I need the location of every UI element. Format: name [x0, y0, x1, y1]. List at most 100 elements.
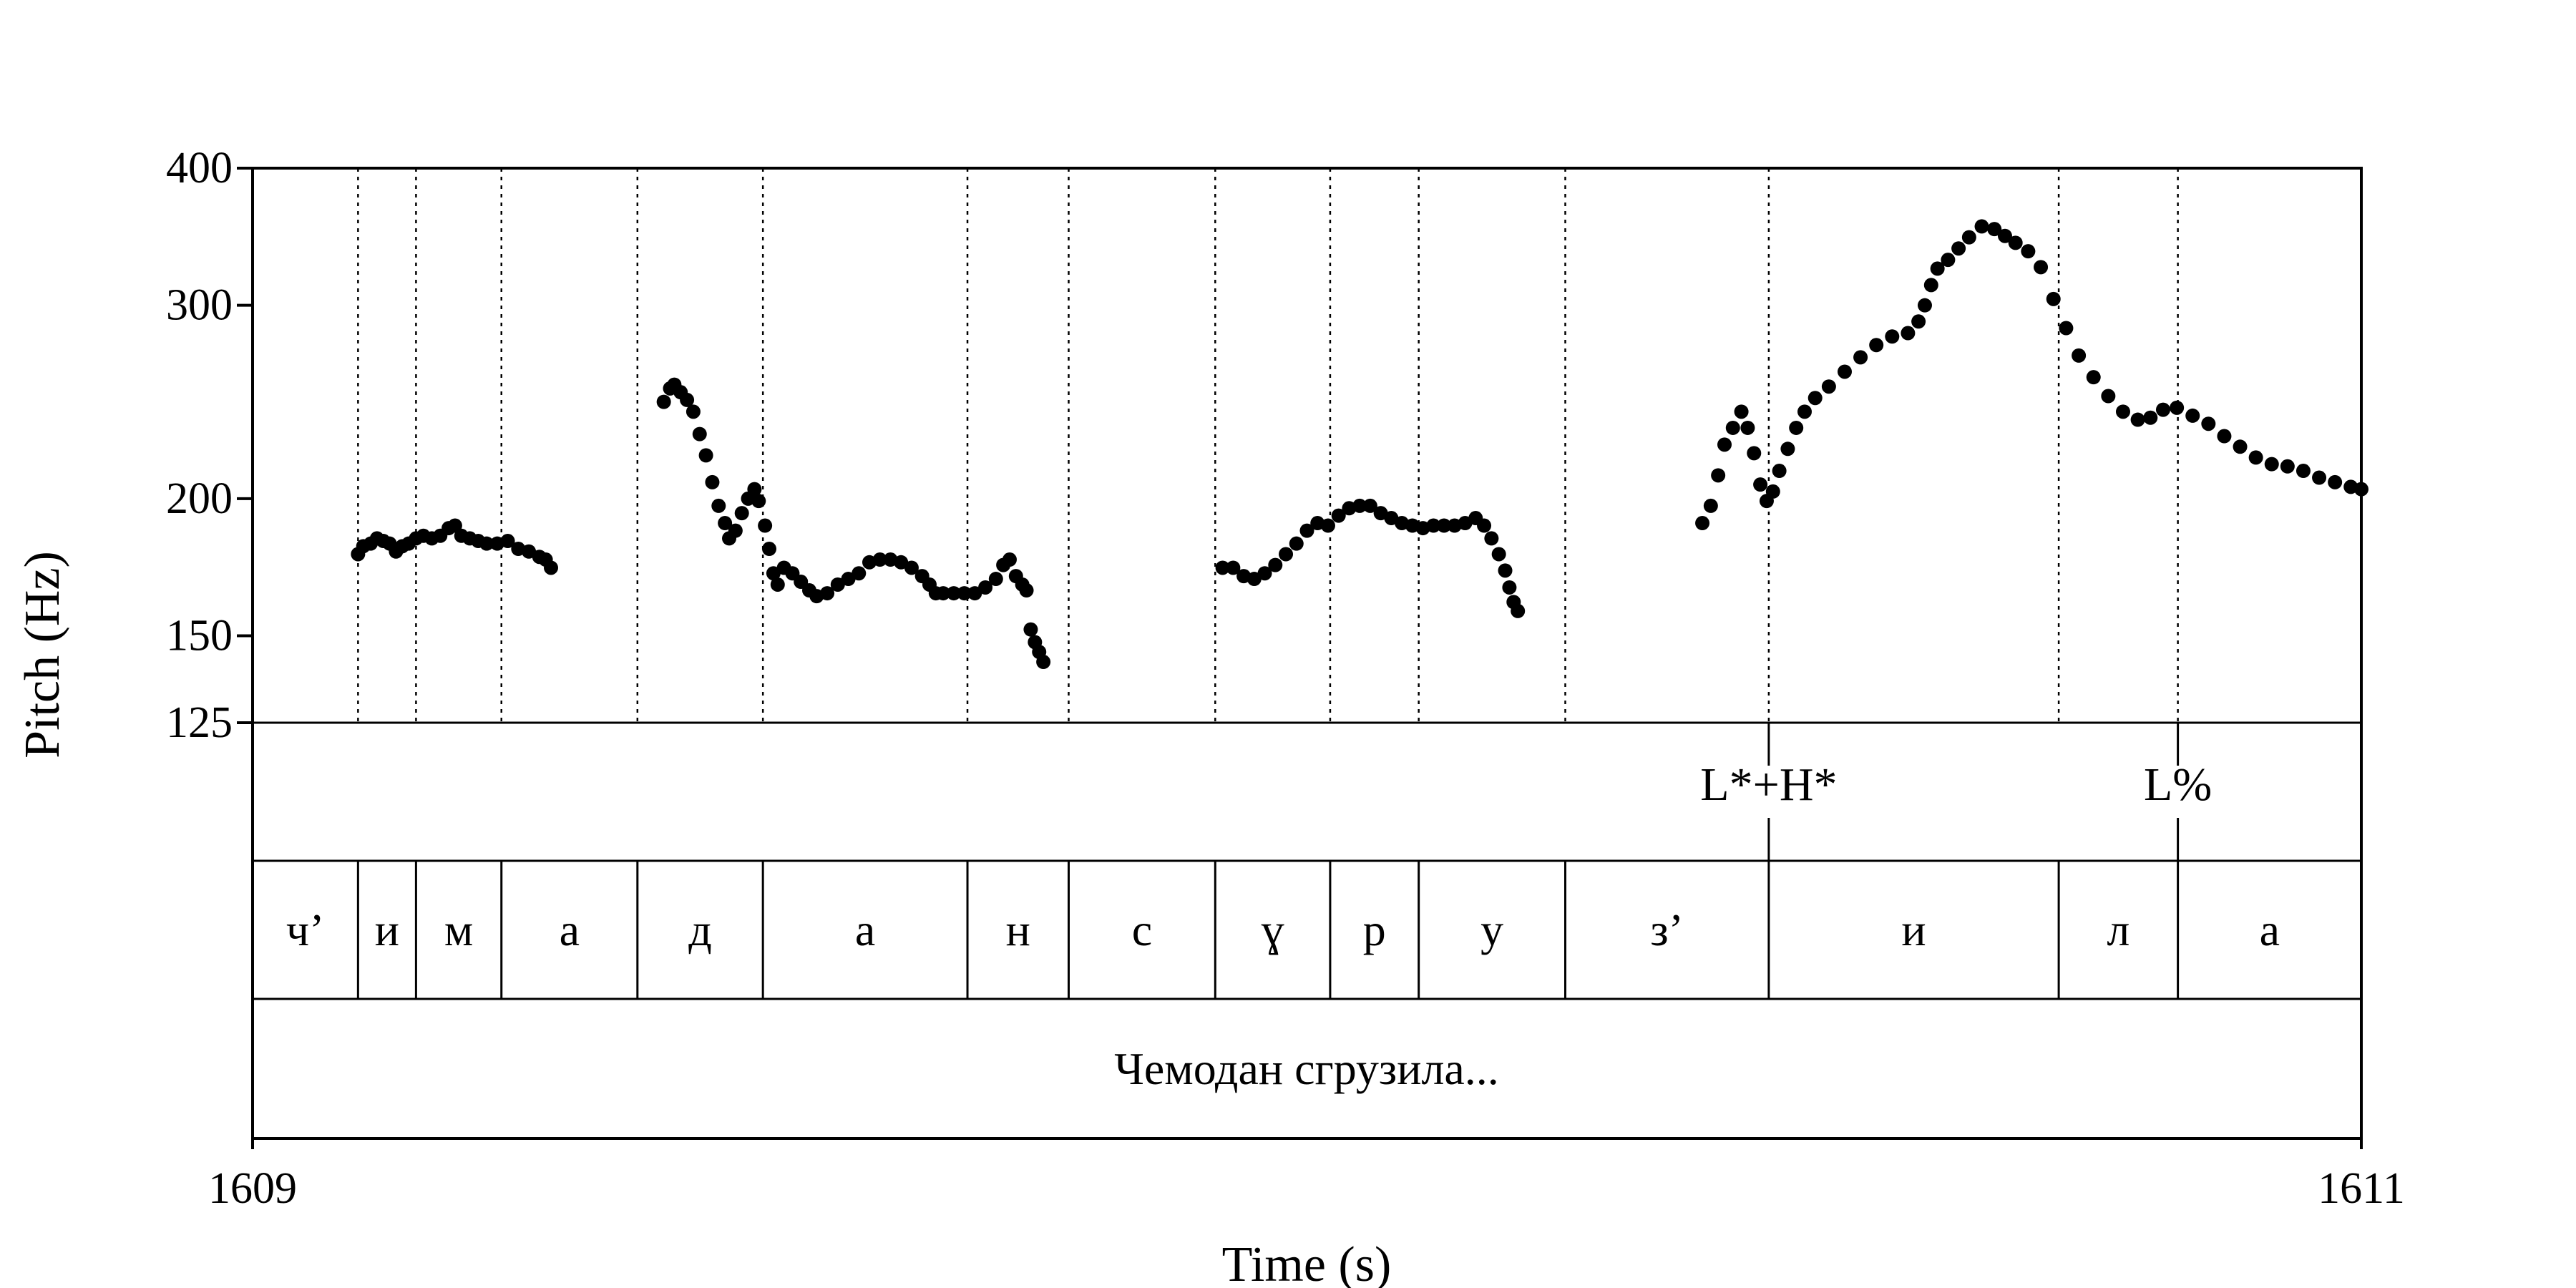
pitch-point	[1477, 518, 1492, 533]
pitch-point	[1502, 580, 1517, 595]
pitch-point	[1807, 391, 1823, 406]
pitch-point	[2201, 416, 2216, 431]
pitch-point	[894, 555, 909, 570]
pitch-point	[2115, 404, 2130, 419]
pitch-point	[2008, 235, 2023, 250]
pitch-point	[1951, 241, 1966, 256]
pitch-point	[1747, 446, 1762, 461]
pitch-point	[479, 536, 494, 551]
plot-frame	[251, 167, 2363, 1140]
pitch-point	[2185, 408, 2200, 423]
pitch-point	[766, 566, 781, 581]
pitch-point	[1725, 420, 1740, 435]
pitch-point	[1797, 404, 1812, 419]
pitch-point	[1885, 329, 1900, 344]
pitch-point	[1911, 314, 1926, 329]
pitch-point	[852, 566, 867, 581]
pitch-point	[692, 426, 707, 441]
pitch-point	[988, 572, 1003, 587]
pitch-point	[1331, 508, 1346, 523]
pitch-point	[770, 577, 785, 592]
pitch-point	[820, 586, 835, 601]
pitch-point	[830, 577, 845, 592]
segment-label: м	[444, 904, 474, 955]
pitch-point	[2034, 260, 2049, 275]
y-tick-label: 300	[166, 281, 233, 330]
pitch-point	[2086, 370, 2101, 385]
pitch-point	[2248, 450, 2263, 465]
segment-label: н	[1006, 904, 1030, 955]
pitch-point	[1711, 468, 1726, 483]
pitch-point	[1491, 547, 1506, 562]
pitch-point	[1789, 420, 1804, 435]
pitch-point	[2143, 410, 2158, 425]
pitch-point	[686, 404, 701, 419]
pitch-point	[1869, 338, 1884, 353]
segment-tier: ч’ и м а д а н с ɣ р у з’ и л а	[286, 861, 2280, 999]
pitch-point	[1961, 230, 1976, 245]
pitch-points-layer	[351, 219, 2368, 670]
y-axis-ticks: 125 150 200 300 400	[166, 144, 253, 747]
pitch-point	[2021, 244, 2036, 259]
pitch-point	[1498, 563, 1513, 578]
pitch-point	[680, 392, 695, 407]
pitch-point	[2264, 457, 2279, 472]
pitch-point	[2170, 400, 2185, 415]
pitch-point	[2155, 402, 2170, 417]
pitch-point	[957, 586, 972, 601]
pitch-point	[734, 506, 749, 521]
pitch-point	[1352, 498, 1367, 513]
pitch-point	[718, 516, 733, 531]
segment-label: з’	[1650, 904, 1684, 955]
pitch-point	[2233, 439, 2248, 454]
x-axis-label: Time (s)	[1222, 1237, 1392, 1288]
pitch-point	[2328, 474, 2343, 489]
pitch-point	[1974, 219, 1989, 234]
pitch-point	[1426, 518, 1441, 533]
pitch-point	[1941, 253, 1956, 268]
pitch-point	[747, 482, 762, 497]
pitch-point	[1023, 622, 1038, 637]
pitch-point	[1246, 572, 1262, 587]
pitch-point	[2072, 348, 2087, 363]
pitch-point	[1837, 364, 1852, 379]
pitch-point	[522, 544, 537, 559]
segment-label: у	[1480, 904, 1503, 955]
pitch-point	[1362, 498, 1377, 513]
pitch-point	[711, 498, 726, 513]
pitch-point	[728, 523, 743, 538]
pitch-point	[2130, 412, 2145, 427]
pitch-point	[1268, 557, 1283, 572]
pitch-point	[1821, 379, 1836, 394]
segment-label: ч’	[286, 904, 325, 955]
pitch-point	[656, 394, 671, 409]
pitch-point	[1703, 498, 1718, 513]
segment-label: и	[375, 904, 399, 955]
y-axis-label: Pitch (Hz)	[15, 551, 70, 758]
pitch-point	[758, 518, 773, 533]
pitch-point	[1734, 404, 1749, 419]
pitch-point	[1257, 566, 1272, 581]
pitch-point	[904, 560, 919, 575]
pitch-point	[544, 560, 559, 575]
x-axis-ticks: 1609 1611	[208, 1138, 2405, 1213]
pitch-point	[1036, 655, 1051, 670]
pitch-point	[1002, 552, 1017, 567]
pitch-point	[936, 586, 951, 601]
x-tick-label: 1611	[2318, 1164, 2405, 1213]
pitch-point	[2312, 470, 2327, 485]
segment-label: и	[1901, 904, 1926, 955]
pitch-point	[978, 580, 993, 595]
pitch-point	[2046, 291, 2061, 306]
segment-boundary-layer	[357, 168, 2179, 723]
tone-label: L*+H*	[1700, 758, 1837, 811]
pitch-point	[1289, 536, 1304, 551]
pitch-point	[1695, 516, 1710, 531]
pitch-point	[1717, 437, 1732, 452]
pitch-point	[1987, 222, 2002, 237]
pitch-point	[1299, 523, 1314, 538]
segment-label: а	[855, 904, 875, 955]
utterance-label: Чемодан сгрузила...	[1114, 1043, 1499, 1094]
pitch-point	[1780, 441, 1795, 457]
